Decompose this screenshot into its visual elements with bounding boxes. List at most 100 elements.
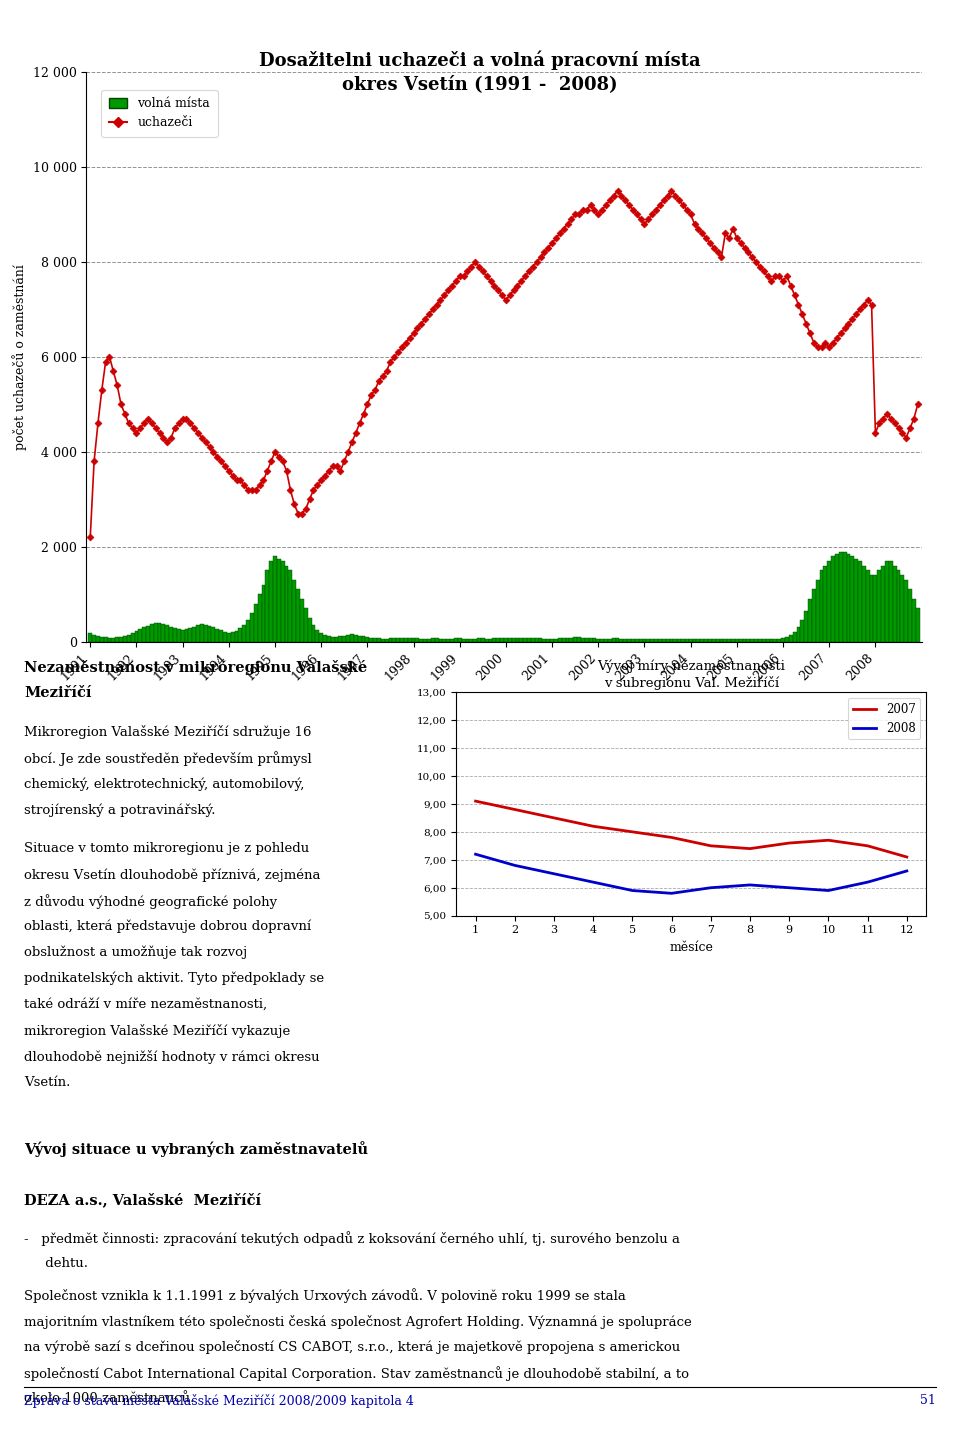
Bar xyxy=(847,554,851,642)
Bar xyxy=(339,636,343,642)
Bar xyxy=(150,623,154,642)
Bar xyxy=(635,639,638,642)
Bar xyxy=(808,598,812,642)
Text: na výrobě sazí s dceřinou společností CS CABOT, s.r.o., která je majetkově propo: na výrobě sazí s dceřinou společností CS… xyxy=(24,1341,681,1354)
Text: oblasti, která představuje dobrou dopravní: oblasti, která představuje dobrou doprav… xyxy=(24,920,311,933)
Bar xyxy=(242,624,246,642)
Bar xyxy=(377,639,381,642)
Bar xyxy=(916,609,920,642)
Bar xyxy=(732,639,735,642)
Bar xyxy=(207,626,211,642)
Bar xyxy=(885,561,889,642)
Bar xyxy=(439,639,443,642)
Bar xyxy=(785,637,789,642)
Bar xyxy=(169,626,173,642)
Bar xyxy=(774,639,778,642)
Bar xyxy=(343,636,347,642)
Bar xyxy=(615,639,619,642)
Bar xyxy=(454,639,458,642)
Bar xyxy=(331,637,335,642)
Bar xyxy=(123,636,127,642)
Bar xyxy=(443,639,446,642)
Bar xyxy=(250,613,253,642)
Bar xyxy=(739,639,743,642)
Bar xyxy=(316,630,320,642)
Bar xyxy=(608,639,612,642)
Bar xyxy=(389,639,393,642)
Bar xyxy=(908,590,912,642)
Bar xyxy=(431,639,435,642)
Text: Vývoj situace u vybraných zaměstnavatelů: Vývoj situace u vybraných zaměstnavatelů xyxy=(24,1141,368,1156)
Bar xyxy=(801,620,804,642)
Bar xyxy=(681,639,684,642)
Bar xyxy=(874,575,877,642)
Bar xyxy=(253,604,257,642)
Bar xyxy=(604,639,608,642)
Bar xyxy=(897,571,900,642)
Bar xyxy=(404,637,408,642)
Legend: 2007, 2008: 2007, 2008 xyxy=(848,698,921,740)
Bar xyxy=(188,627,192,642)
Bar xyxy=(119,637,123,642)
Bar xyxy=(820,571,824,642)
Bar xyxy=(512,639,516,642)
Bar xyxy=(684,639,688,642)
Bar xyxy=(366,637,370,642)
Bar xyxy=(370,637,373,642)
Bar xyxy=(227,633,230,642)
Bar xyxy=(592,639,596,642)
Bar xyxy=(184,629,188,642)
Bar xyxy=(146,626,150,642)
Bar xyxy=(596,639,600,642)
Text: obslužnost a umožňuje tak rozvoj: obslužnost a umožňuje tak rozvoj xyxy=(24,946,248,959)
Bar xyxy=(280,561,284,642)
Bar xyxy=(539,639,542,642)
Bar xyxy=(881,565,885,642)
Bar xyxy=(619,639,623,642)
Bar xyxy=(866,571,870,642)
Text: společností Cabot International Capital Corporation. Stav zaměstnanců je dlouhod: společností Cabot International Capital … xyxy=(24,1367,689,1381)
Bar xyxy=(766,639,770,642)
Bar xyxy=(273,557,276,642)
Bar xyxy=(565,637,569,642)
Bar xyxy=(797,627,801,642)
Bar xyxy=(527,637,531,642)
Bar xyxy=(161,624,165,642)
Bar xyxy=(588,639,592,642)
Bar xyxy=(893,565,897,642)
Bar xyxy=(473,639,477,642)
Bar xyxy=(393,639,396,642)
Bar xyxy=(481,639,485,642)
Bar xyxy=(446,639,450,642)
Bar xyxy=(835,554,839,642)
Text: Mikroregion Valašské Meziříčí sdružuje 16: Mikroregion Valašské Meziříčí sdružuje 1… xyxy=(24,725,311,740)
Bar xyxy=(347,634,350,642)
Text: Dosažitelni uchazeči a volná pracovní místa: Dosažitelni uchazeči a volná pracovní mí… xyxy=(259,50,701,71)
Bar xyxy=(743,639,747,642)
Bar xyxy=(292,580,297,642)
Bar xyxy=(304,609,308,642)
Bar xyxy=(396,637,400,642)
Bar xyxy=(642,639,646,642)
Bar xyxy=(700,639,704,642)
Text: okresu Vsetín dlouhodobě příznivá, zejména: okresu Vsetín dlouhodobě příznivá, zejmé… xyxy=(24,868,321,881)
Bar xyxy=(858,561,862,642)
Text: obcí. Je zde soustředěn především průmysl: obcí. Je zde soustředěn především průmys… xyxy=(24,751,312,766)
Text: DEZA a.s., Valašské  Meziříčí: DEZA a.s., Valašské Meziříčí xyxy=(24,1193,261,1207)
Bar xyxy=(469,639,473,642)
Bar xyxy=(747,639,751,642)
Bar xyxy=(735,639,739,642)
Bar xyxy=(535,639,539,642)
Bar xyxy=(362,636,366,642)
Bar xyxy=(265,571,269,642)
Legend: volná místa, uchazeči: volná místa, uchazeči xyxy=(101,89,218,137)
Bar xyxy=(300,598,304,642)
Text: z důvodu výhodné geografické polohy: z důvodu výhodné geografické polohy xyxy=(24,894,277,908)
Bar xyxy=(400,637,404,642)
Bar xyxy=(781,637,785,642)
Bar xyxy=(165,624,169,642)
Bar xyxy=(658,639,661,642)
Bar xyxy=(96,636,100,642)
Text: také odráží v míře nezaměstnanosti,: také odráží v míře nezaměstnanosti, xyxy=(24,998,267,1011)
Bar xyxy=(758,639,762,642)
